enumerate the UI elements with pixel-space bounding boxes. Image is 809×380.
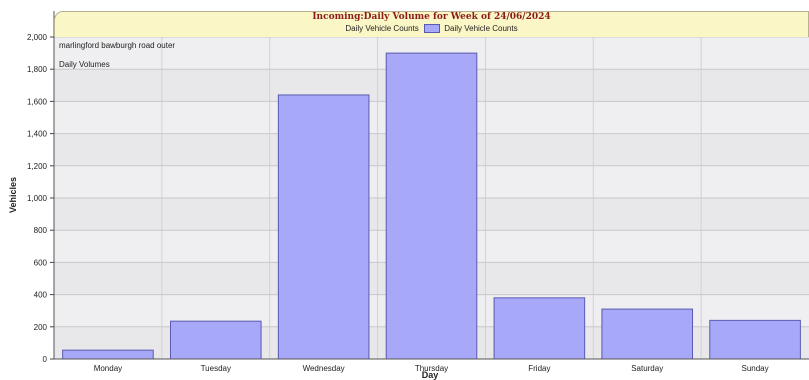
x-axis-label: Day: [421, 370, 439, 380]
bar-saturday: [601, 308, 694, 360]
legend-swatch-icon: [424, 24, 440, 33]
x-tick-label: Tuesday: [201, 364, 231, 373]
chart-legend: Daily Vehicle Counts Daily Vehicle Count…: [54, 24, 809, 34]
bar-thursday: [385, 52, 478, 360]
legend-entry-series: Daily Vehicle Counts: [444, 24, 518, 34]
legend-entry-text: Daily Vehicle Counts: [345, 24, 419, 34]
chart-title: Incoming:Daily Volume for Week of 24/06/…: [312, 12, 551, 22]
location-annotation: marlingford bawburgh road outer: [59, 41, 176, 50]
bar-wednesday: [277, 94, 370, 360]
y-tick-label: 600: [34, 258, 48, 267]
x-tick-label: Saturday: [631, 364, 663, 373]
y-tick-label: 1,000: [27, 194, 48, 203]
x-tick-label: Monday: [94, 364, 122, 373]
y-tick-label: 1,400: [27, 130, 48, 139]
bar-sunday: [709, 319, 801, 360]
x-tick-label: Wednesday: [303, 364, 345, 373]
x-tick-label: Thursday: [415, 364, 448, 373]
volumes-annotation: Daily Volumes: [59, 60, 110, 69]
x-tick-label: Sunday: [742, 364, 769, 373]
y-tick-label: 0: [43, 355, 48, 364]
y-tick-label: 2,000: [27, 33, 48, 42]
y-tick-label: 200: [34, 323, 48, 332]
y-axis-label: Vehicles: [8, 176, 18, 214]
x-tick-label: Friday: [528, 364, 550, 373]
y-tick-label: 400: [34, 291, 48, 300]
bar-friday: [493, 297, 586, 360]
y-tick-label: 1,600: [27, 97, 48, 106]
bar-tuesday: [169, 320, 262, 360]
y-tick-label: 1,200: [27, 162, 48, 171]
y-tick-label: 800: [34, 226, 48, 235]
y-tick-label: 1,800: [27, 65, 48, 74]
bar-monday: [62, 349, 154, 360]
